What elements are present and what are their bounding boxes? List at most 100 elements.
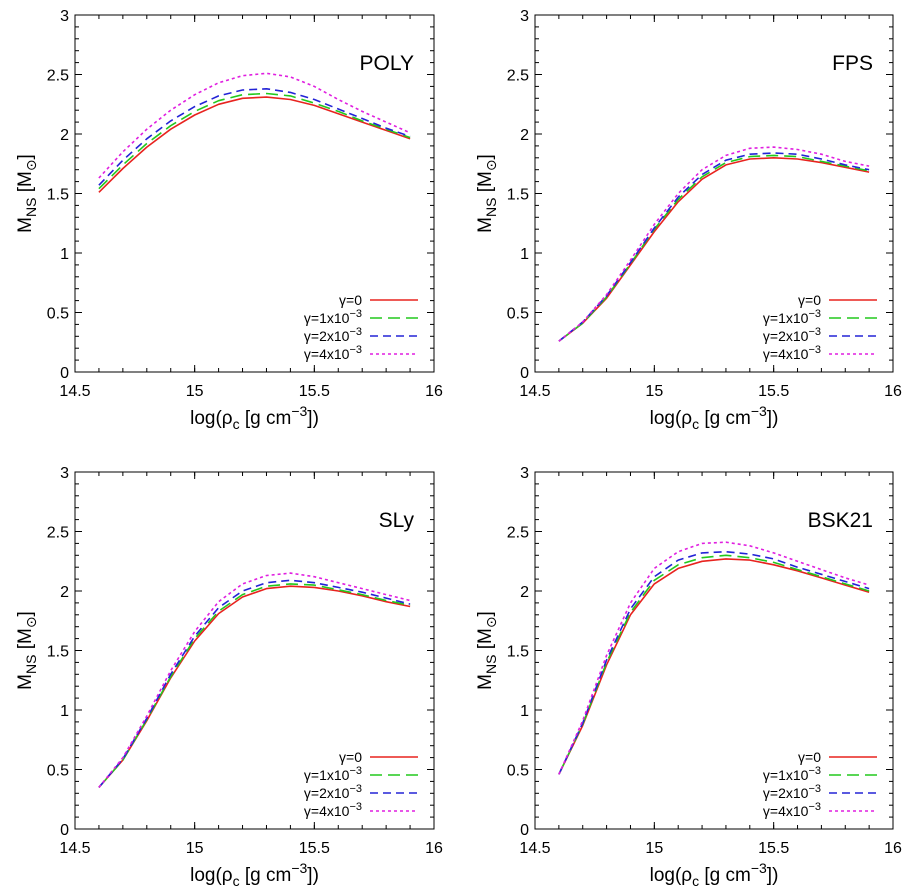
y-label-subscript: ⊙ <box>23 616 39 628</box>
legend-label: γ=1x10−3 <box>304 308 362 326</box>
y-tick-label: 1.5 <box>507 644 529 661</box>
series-line-3 <box>98 88 411 186</box>
legend-label: γ=2x10−3 <box>763 783 821 801</box>
y-label-part: [M <box>475 628 496 654</box>
legend-label-text: γ=1x10 <box>763 310 809 326</box>
x-label-part: ]) <box>767 865 779 886</box>
y-tick-label: 0 <box>60 365 69 382</box>
legend-label-text: γ=1x10 <box>304 310 350 326</box>
y-tick-label: 2 <box>60 127 69 144</box>
y-tick-label: 0 <box>520 822 529 839</box>
series-line-4 <box>98 72 411 179</box>
legend-label-exponent: −3 <box>808 783 821 795</box>
y-tick-label: 2.5 <box>47 68 69 85</box>
series-line-4 <box>98 572 411 788</box>
x-label-part: log(ρ <box>650 865 693 886</box>
x-label-subscript: c <box>233 873 240 889</box>
y-label-part: M <box>475 674 496 690</box>
legend-label-text: γ=0 <box>339 292 362 308</box>
y-label-part: M <box>475 217 496 233</box>
y-tick-label: 1.5 <box>47 644 69 661</box>
panel-title: POLY <box>360 52 414 75</box>
y-tick-label: 1 <box>60 703 69 720</box>
legend-label-text: γ=1x10 <box>304 767 350 783</box>
y-tick-label: 3 <box>520 8 529 25</box>
legend-label-exponent: −3 <box>349 783 362 795</box>
y-label-part: [M <box>15 171 36 197</box>
x-tick-label: 16 <box>884 840 902 857</box>
x-label-part: [g cm <box>699 865 751 886</box>
panel-title: BSK21 <box>808 509 873 532</box>
y-tick-label: 0 <box>60 822 69 839</box>
x-tick-label: 15 <box>645 840 663 857</box>
y-label-subscript: ⊙ <box>483 159 499 171</box>
series-line-4 <box>558 146 870 342</box>
legend-label-exponent: −3 <box>349 344 362 356</box>
x-axis-label: log(ρc [g cm−3]) <box>650 860 779 889</box>
y-axis-label: MNS [M⊙] <box>475 154 499 233</box>
legend-label-exponent: −3 <box>349 326 362 338</box>
x-label-superscript: −3 <box>751 403 767 419</box>
y-tick-label: 0 <box>520 365 529 382</box>
y-label-part: ] <box>475 611 496 616</box>
legend-label: γ=1x10−3 <box>763 308 821 326</box>
series-line-1 <box>558 157 870 342</box>
legend-label-text: γ=0 <box>798 749 821 765</box>
legend-label: γ=4x10−3 <box>763 344 821 362</box>
x-label-part: [g cm <box>699 408 751 429</box>
y-label-subscript: NS <box>23 198 39 217</box>
panel-title: SLy <box>379 509 415 532</box>
legend-label: γ=2x10−3 <box>304 326 362 344</box>
x-tick-label: 15 <box>645 383 663 400</box>
x-axis-label: log(ρc [g cm−3]) <box>190 403 319 432</box>
legend-label-text: γ=2x10 <box>304 328 350 344</box>
y-tick-label: 2.5 <box>507 525 529 542</box>
y-axis-label: MNS [M⊙] <box>15 154 39 233</box>
x-label-superscript: −3 <box>751 860 767 876</box>
legend-label: γ=2x10−3 <box>763 326 821 344</box>
x-tick-label: 16 <box>425 840 443 857</box>
y-label-subscript: NS <box>23 655 39 674</box>
x-label-part: log(ρ <box>190 865 233 886</box>
x-label-part: log(ρ <box>190 408 233 429</box>
y-label-part: [M <box>475 171 496 197</box>
x-label-subscript: c <box>692 873 699 889</box>
legend-label-text: γ=0 <box>798 292 821 308</box>
x-tick-label: 14.5 <box>519 840 550 857</box>
legend-label-exponent: −3 <box>808 308 821 320</box>
y-label-part: [M <box>15 628 36 654</box>
x-label-part: ]) <box>307 408 319 429</box>
x-label-superscript: −3 <box>291 860 307 876</box>
legend-label: γ=4x10−3 <box>763 801 821 819</box>
series-line-1 <box>98 585 411 788</box>
legend-label-exponent: −3 <box>808 344 821 356</box>
y-axis-label: MNS [M⊙] <box>15 611 39 690</box>
x-label-part: [g cm <box>240 408 292 429</box>
y-tick-label: 2 <box>520 584 529 601</box>
y-tick-label: 2 <box>520 127 529 144</box>
y-tick-label: 1 <box>520 246 529 263</box>
y-tick-label: 3 <box>60 465 69 482</box>
y-tick-label: 0.5 <box>507 306 529 323</box>
y-label-subscript: NS <box>483 655 499 674</box>
y-tick-label: 3 <box>60 8 69 25</box>
x-tick-label: 14.5 <box>59 840 90 857</box>
x-label-subscript: c <box>692 416 699 432</box>
x-tick-label: 15 <box>186 840 204 857</box>
legend-label: γ=1x10−3 <box>763 765 821 783</box>
legend-label-text: γ=2x10 <box>304 785 350 801</box>
legend-label: γ=4x10−3 <box>304 344 362 362</box>
legend-label: γ=0 <box>798 749 821 765</box>
y-label-part: M <box>15 217 36 233</box>
legend-label: γ=0 <box>798 292 821 308</box>
legend-label-exponent: −3 <box>349 765 362 777</box>
y-tick-label: 0.5 <box>507 763 529 780</box>
y-tick-label: 1.5 <box>47 187 69 204</box>
y-label-part: M <box>15 674 36 690</box>
series-line-2 <box>98 583 411 788</box>
series-line-1 <box>98 96 411 193</box>
legend-label-text: γ=2x10 <box>763 328 809 344</box>
legend-label: γ=0 <box>339 749 362 765</box>
